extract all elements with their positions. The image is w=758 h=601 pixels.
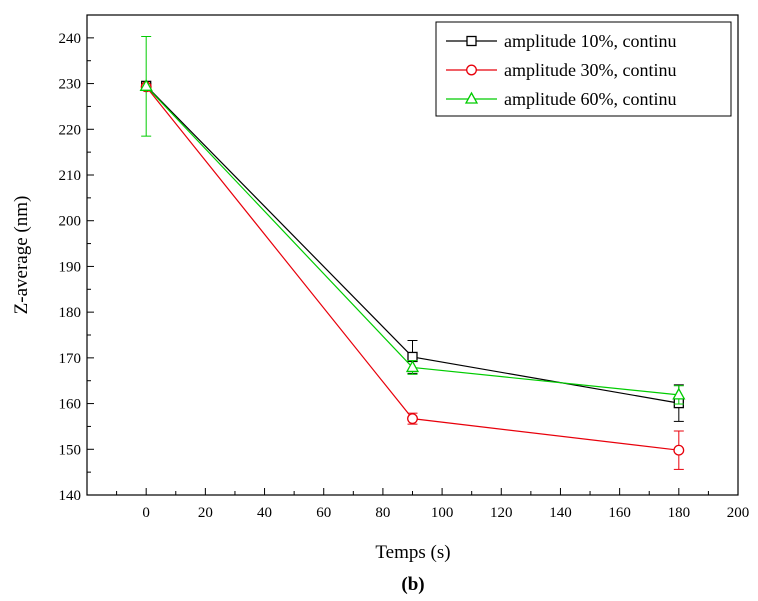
y-tick-label: 170 [59,351,82,367]
x-tick-label: 40 [257,505,272,521]
x-tick-label: 20 [198,505,213,521]
data-point [407,413,418,425]
x-tick-label: 180 [668,505,691,521]
axis-ticks: 0 20 40 60 80 100 120 140 160 180 200 140 150 160 170 1… [59,31,750,521]
series-group [139,35,686,470]
x-tick-label: 0 [142,505,150,521]
y-tick-label: 200 [59,214,82,230]
legend-marker [466,64,477,76]
legend-marker [466,35,477,47]
data-point [673,444,685,456]
series-2 [140,81,685,470]
y-tick-label: 190 [59,259,82,275]
y-tick-label: 220 [59,122,82,138]
legend-entry: amplitude 10%, continu [504,31,676,51]
y-tick-label: 240 [59,31,82,47]
series-3 [139,35,686,405]
y-tick-label: 210 [59,168,82,184]
y-tick-label: 230 [59,77,82,93]
x-tick-label: 100 [431,505,454,521]
legend: amplitude 10%, continu amplitude 30%, con… [435,21,732,117]
legend-entry: amplitude 30%, continu [504,60,676,80]
y-tick-label: 150 [59,442,82,458]
y-tick-label: 160 [59,397,82,413]
x-tick-label: 60 [316,505,331,521]
data-point [139,78,153,91]
figure-caption: (b) [401,574,424,595]
data-point [407,351,418,363]
y-axis-label: Z-average (nm) [11,196,32,315]
legend-entry: amplitude 60%, continu [504,89,676,109]
x-tick-label: 160 [608,505,631,521]
legend-marker [464,91,479,104]
x-tick-label: 80 [375,505,390,521]
y-tick-label: 180 [59,305,82,321]
y-tick-label: 140 [59,488,82,504]
x-tick-label: 140 [549,505,572,521]
x-tick-label: 200 [727,505,750,521]
x-tick-label: 120 [490,505,513,521]
legend-box [435,21,732,117]
x-axis-label: Temps (s) [375,542,450,563]
data-point [672,387,686,400]
series-line [145,86,679,451]
data-point [405,360,420,373]
